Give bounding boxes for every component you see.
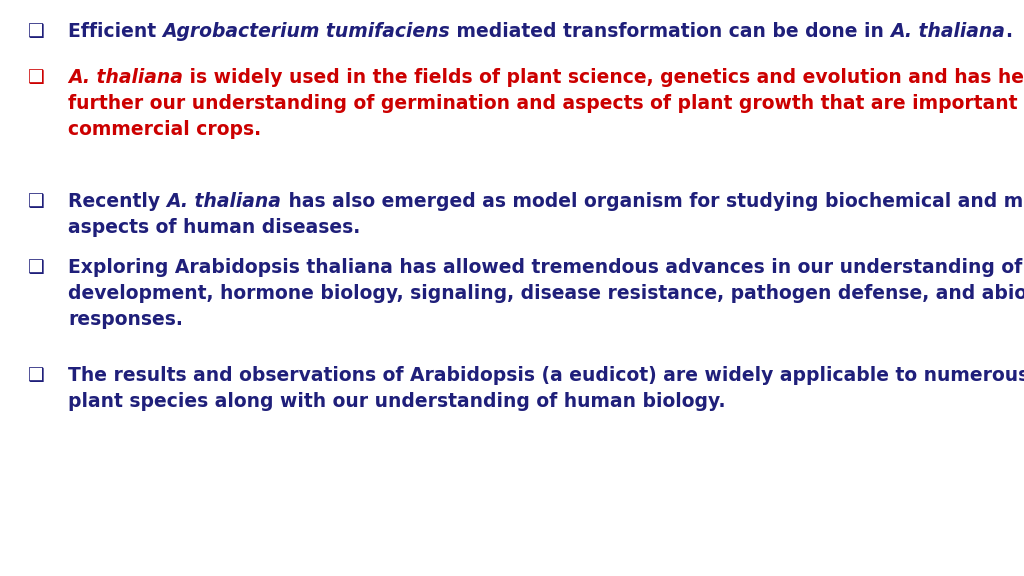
- Text: commercial crops.: commercial crops.: [68, 120, 261, 139]
- Text: A. thaliana: A. thaliana: [891, 22, 1006, 41]
- Text: responses.: responses.: [68, 310, 183, 329]
- Text: Exploring Arabidopsis thaliana has allowed tremendous advances in our understand: Exploring Arabidopsis thaliana has allow…: [68, 258, 1024, 277]
- Text: The results and observations of Arabidopsis (a eudicot) are widely applicable to: The results and observations of Arabidop…: [68, 366, 1024, 385]
- Text: ❑: ❑: [28, 366, 45, 385]
- Text: A. thaliana: A. thaliana: [68, 68, 183, 87]
- Text: plant species along with our understanding of human biology.: plant species along with our understandi…: [68, 392, 725, 411]
- Text: .: .: [1006, 22, 1013, 41]
- Text: aspects of human diseases.: aspects of human diseases.: [68, 218, 360, 237]
- Text: development, hormone biology, signaling, disease resistance, pathogen defense, a: development, hormone biology, signaling,…: [68, 284, 1024, 303]
- Text: Efficient: Efficient: [68, 22, 163, 41]
- Text: Recently: Recently: [68, 192, 167, 211]
- Text: ❑: ❑: [28, 192, 45, 211]
- Text: is widely used in the fields of plant science, genetics and evolution and has he: is widely used in the fields of plant sc…: [183, 68, 1024, 87]
- Text: A. thaliana: A. thaliana: [167, 192, 282, 211]
- Text: ❑: ❑: [28, 68, 45, 87]
- Text: ❑: ❑: [28, 258, 45, 277]
- Text: has also emerged as model organism for studying biochemical and molecular: has also emerged as model organism for s…: [282, 192, 1024, 211]
- Text: Agrobacterium tumifaciens: Agrobacterium tumifaciens: [163, 22, 451, 41]
- Text: further our understanding of germination and aspects of plant growth that are im: further our understanding of germination…: [68, 94, 1024, 113]
- Text: mediated transformation can be done in: mediated transformation can be done in: [451, 22, 891, 41]
- Text: ❑: ❑: [28, 22, 45, 41]
